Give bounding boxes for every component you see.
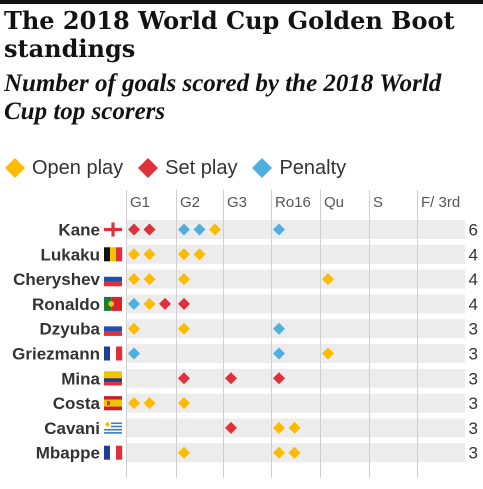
goal-diamond-open-play xyxy=(178,446,190,459)
legend-label-open-play: Open play xyxy=(32,157,124,179)
spain-flag-icon xyxy=(104,396,122,411)
goal-diamond-open-play xyxy=(322,347,334,360)
column-header: G3 xyxy=(227,194,247,211)
goal-total: 4 xyxy=(469,295,478,314)
diamond-penalty-icon xyxy=(252,158,273,178)
row-bar xyxy=(126,344,465,363)
portugal-flag-icon xyxy=(104,296,122,311)
player-name: Dzyuba xyxy=(40,320,101,339)
goal-diamond-open-play xyxy=(178,397,190,410)
goal-total: 4 xyxy=(469,270,478,289)
player-name: Lukaku xyxy=(40,245,100,264)
diamond-set-play-icon xyxy=(138,158,159,178)
goal-total: 3 xyxy=(469,444,478,463)
column-header: G1 xyxy=(130,194,150,211)
goal-diamond-open-play xyxy=(209,223,221,236)
player-name: Cheryshev xyxy=(13,270,100,289)
goal-diamond-set-play xyxy=(143,223,156,236)
england-flag-icon xyxy=(104,222,122,237)
france-flag-icon xyxy=(104,445,123,460)
row-bar xyxy=(126,393,465,413)
goal-diamond-open-play xyxy=(273,446,285,459)
goal-diamond-open-play xyxy=(193,248,206,261)
goal-diamond-open-play xyxy=(128,248,140,261)
column-header: Ro16 xyxy=(275,194,311,211)
goal-diamond-open-play xyxy=(128,397,140,410)
column-header: F/ 3rd xyxy=(421,194,460,211)
goal-total: 3 xyxy=(469,320,478,339)
legend: Open play Set play Penalty xyxy=(4,155,360,181)
goal-diamond-penalty xyxy=(273,347,285,360)
column-header: S xyxy=(373,194,383,211)
player-name: Costa xyxy=(53,394,101,413)
france-flag-icon xyxy=(104,346,123,361)
goal-diamond-open-play xyxy=(143,273,156,286)
goal-diamond-open-play xyxy=(273,421,285,434)
chart-title: The 2018 World Cup Golden Boot standings xyxy=(4,6,455,63)
goal-total: 6 xyxy=(469,221,478,240)
legend-label-set-play: Set play xyxy=(165,157,238,179)
goal-diamond-open-play xyxy=(143,397,156,410)
russia-flag-icon xyxy=(104,321,122,336)
row-bar xyxy=(126,319,465,339)
legend-label-penalty: Penalty xyxy=(279,157,347,179)
player-name: Mbappe xyxy=(36,444,100,463)
goal-diamond-open-play xyxy=(128,322,140,335)
goal-total: 3 xyxy=(469,419,478,438)
goal-diamond-set-play xyxy=(225,372,237,385)
goal-diamond-penalty xyxy=(273,223,285,236)
goal-diamond-set-play xyxy=(273,372,285,385)
diamond-open-play-icon xyxy=(5,158,25,178)
row-bar xyxy=(126,269,465,289)
goal-diamond-open-play xyxy=(288,421,301,434)
goal-diamond-open-play xyxy=(178,273,190,286)
player-name: Griezmann xyxy=(12,345,100,364)
column-header: Qu xyxy=(324,194,344,211)
goal-diamond-set-play xyxy=(178,372,190,385)
goal-diamond-penalty xyxy=(128,297,140,310)
goal-diamond-open-play xyxy=(288,446,301,459)
goal-diamond-open-play xyxy=(143,248,156,261)
uruguay-flag-icon xyxy=(104,420,122,435)
top-rule xyxy=(0,0,483,4)
player-name: Cavani xyxy=(44,419,100,438)
chart-subtitle: Number of goals scored by the 2018 World… xyxy=(4,70,442,125)
goal-total: 3 xyxy=(469,394,478,413)
colombia-flag-icon xyxy=(104,371,122,386)
row-bar xyxy=(126,244,465,264)
row-bar xyxy=(126,368,465,388)
row-bar xyxy=(126,220,465,239)
goal-diamond-penalty xyxy=(193,223,206,236)
goal-diamond-open-play xyxy=(178,248,190,261)
goal-diamond-set-play xyxy=(225,421,237,434)
goal-diamond-open-play xyxy=(143,297,156,310)
goal-diamond-penalty xyxy=(273,322,285,335)
goal-diamond-penalty xyxy=(178,223,190,236)
player-name: Mina xyxy=(61,369,100,388)
goal-diamond-open-play xyxy=(128,273,140,286)
goal-total: 3 xyxy=(469,345,478,364)
legend-item-open-play: Open play xyxy=(4,156,123,180)
belgium-flag-icon xyxy=(104,247,123,262)
goal-diamond-open-play xyxy=(322,273,334,286)
row-bar xyxy=(126,294,465,314)
russia-flag-icon xyxy=(104,272,122,287)
goal-total: 4 xyxy=(469,245,478,264)
player-name: Ronaldo xyxy=(32,295,100,314)
goal-diamond-set-play xyxy=(178,297,190,310)
goal-diamond-set-play xyxy=(128,223,140,236)
legend-item-penalty: Penalty xyxy=(251,156,346,180)
column-header: G2 xyxy=(180,194,200,211)
player-name: Kane xyxy=(58,221,100,240)
goal-diamond-penalty xyxy=(128,347,140,360)
goal-total: 3 xyxy=(469,369,478,388)
goal-diamond-open-play xyxy=(178,322,190,335)
legend-item-set-play: Set play xyxy=(137,156,237,180)
goal-diamond-set-play xyxy=(159,297,171,310)
